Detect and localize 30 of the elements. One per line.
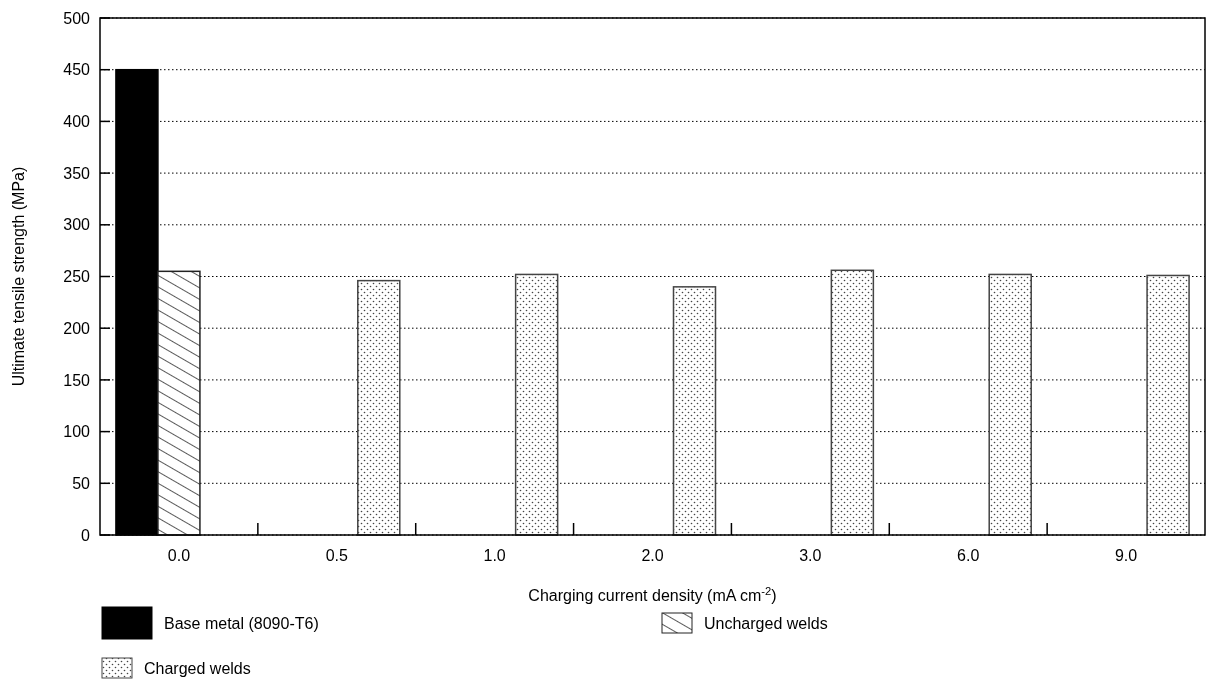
bar <box>1146 274 1190 536</box>
bar <box>514 273 559 536</box>
y-tick-label: 0 <box>81 526 91 544</box>
x-tick-label: 0.5 <box>325 547 348 564</box>
y-tick-label: 250 <box>63 268 91 286</box>
y-tick-label: 350 <box>63 164 91 182</box>
x-tick-label: 1.0 <box>483 547 506 564</box>
bar <box>357 279 401 536</box>
y-tick-label: 300 <box>63 216 91 234</box>
y-tick-label: 50 <box>72 474 91 492</box>
legend-label: Charged welds <box>144 659 251 677</box>
x-tick-label: 3.0 <box>799 547 822 564</box>
bar <box>672 286 717 536</box>
legend-label: Base metal (8090-T6) <box>164 614 319 632</box>
y-axis-title: Ultimate tensile strength (MPa) <box>10 166 27 387</box>
x-tick-label: 0.0 <box>167 547 191 564</box>
bar <box>988 273 1032 536</box>
y-tick-label: 400 <box>63 113 91 130</box>
y-tick-label: 200 <box>63 319 91 337</box>
y-tick-label: 150 <box>63 371 91 389</box>
x-tick-label: 9.0 <box>1114 547 1138 564</box>
bar <box>157 270 201 536</box>
legend-label: Uncharged welds <box>704 614 828 632</box>
x-tick-label: 2.0 <box>641 547 664 564</box>
y-tick-label: 100 <box>63 423 91 441</box>
x-tick-label: 6.0 <box>957 547 980 564</box>
bar <box>830 269 875 536</box>
y-tick-label: 500 <box>63 9 91 27</box>
x-axis-title: Charging current density (mA cm$^{-2}$) <box>528 585 777 604</box>
y-tick-label: 450 <box>63 61 91 79</box>
